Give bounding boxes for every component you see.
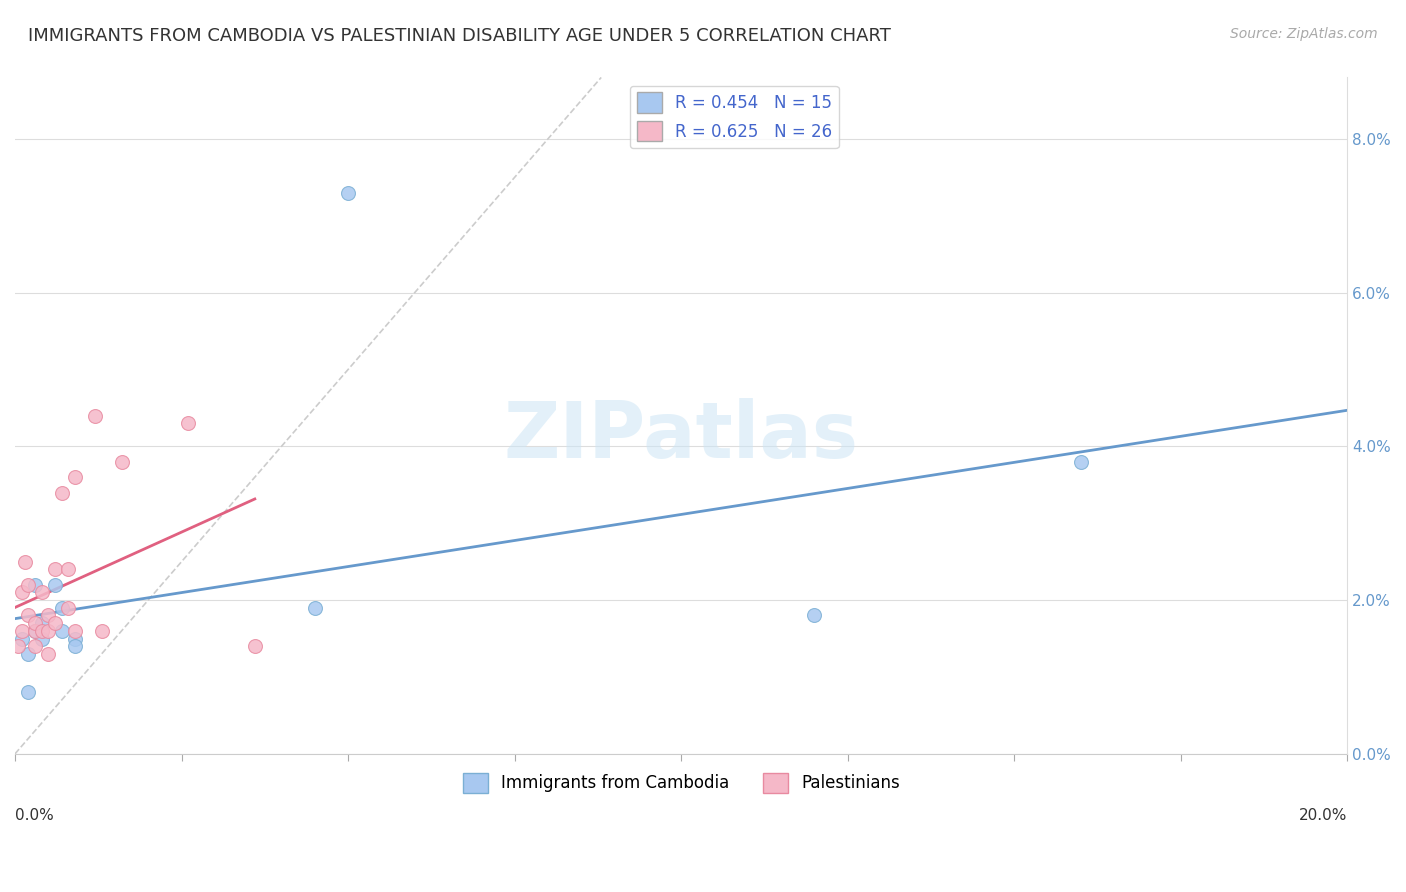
Point bbox=[1070, 455, 1092, 469]
Point bbox=[17, 578, 39, 592]
Legend: R = 0.454   N = 15, R = 0.625   N = 26: R = 0.454 N = 15, R = 0.625 N = 26 bbox=[630, 86, 839, 148]
Point bbox=[63, 470, 86, 484]
Point bbox=[63, 624, 86, 638]
Point bbox=[24, 624, 46, 638]
Point bbox=[63, 639, 86, 653]
Point bbox=[51, 624, 73, 638]
Point bbox=[24, 578, 46, 592]
Point bbox=[37, 624, 59, 638]
Point bbox=[337, 186, 360, 200]
Point bbox=[17, 647, 39, 661]
Point bbox=[24, 639, 46, 653]
Point bbox=[304, 600, 326, 615]
Point bbox=[17, 685, 39, 699]
Text: IMMIGRANTS FROM CAMBODIA VS PALESTINIAN DISABILITY AGE UNDER 5 CORRELATION CHART: IMMIGRANTS FROM CAMBODIA VS PALESTINIAN … bbox=[28, 27, 891, 45]
Point bbox=[31, 632, 53, 646]
Point bbox=[44, 616, 66, 631]
Point bbox=[90, 624, 112, 638]
Point bbox=[7, 639, 30, 653]
Point bbox=[84, 409, 107, 423]
Text: ZIPatlas: ZIPatlas bbox=[503, 398, 859, 474]
Point bbox=[17, 608, 39, 623]
Point bbox=[51, 485, 73, 500]
Point bbox=[10, 624, 32, 638]
Text: 0.0%: 0.0% bbox=[15, 807, 53, 822]
Point bbox=[58, 600, 80, 615]
Point bbox=[44, 562, 66, 576]
Point bbox=[31, 624, 53, 638]
Point bbox=[10, 632, 32, 646]
Point bbox=[110, 455, 132, 469]
Point bbox=[243, 639, 266, 653]
Point bbox=[24, 616, 46, 631]
Point bbox=[31, 585, 53, 599]
Point bbox=[51, 600, 73, 615]
Point bbox=[44, 578, 66, 592]
Point bbox=[10, 585, 32, 599]
Point bbox=[31, 616, 53, 631]
Point bbox=[14, 555, 37, 569]
Text: Source: ZipAtlas.com: Source: ZipAtlas.com bbox=[1230, 27, 1378, 41]
Point bbox=[37, 647, 59, 661]
Point bbox=[803, 608, 825, 623]
Point bbox=[63, 632, 86, 646]
Point bbox=[24, 624, 46, 638]
Point bbox=[177, 417, 200, 431]
Text: 20.0%: 20.0% bbox=[1299, 807, 1347, 822]
Point bbox=[37, 608, 59, 623]
Point bbox=[58, 562, 80, 576]
